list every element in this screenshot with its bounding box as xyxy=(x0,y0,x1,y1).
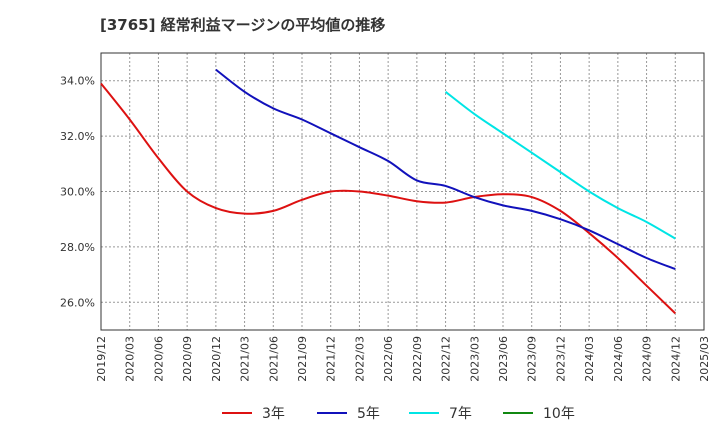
legend-label-2: 7年 xyxy=(449,406,472,422)
x-tick-label: 2023/09 xyxy=(526,336,539,382)
x-tick-label: 2024/03 xyxy=(583,336,596,382)
x-axis: 2019/12 2020/03 2020/06 2020/09 2020/12 2021/… xyxy=(95,336,711,382)
x-tick-label: 2022/03 xyxy=(353,336,366,382)
x-tick-label: 2021/09 xyxy=(296,336,309,382)
x-tick-label: 2023/03 xyxy=(468,336,481,382)
y-tick-label: 26.0% xyxy=(60,296,95,309)
legend-label-0: 3年 xyxy=(262,406,285,422)
y-tick-label: 34.0% xyxy=(60,75,95,88)
x-tick-label: 2020/12 xyxy=(210,336,223,382)
x-tick-label: 2021/03 xyxy=(239,336,252,382)
x-tick-label: 2021/06 xyxy=(267,336,280,382)
x-tick-label: 2025/03 xyxy=(698,336,711,382)
legend-label-3: 10年 xyxy=(543,406,575,422)
series-line-2 xyxy=(444,90,676,240)
grid xyxy=(101,53,704,330)
x-tick-label: 2019/12 xyxy=(95,336,108,382)
series-line-1 xyxy=(215,68,676,270)
x-tick-label: 2022/09 xyxy=(411,336,424,382)
x-tick-label: 2023/12 xyxy=(554,336,567,382)
legend-label-1: 5年 xyxy=(357,406,380,422)
x-tick-label: 2024/12 xyxy=(669,336,682,382)
legend: 3年 5年 7年 10年 xyxy=(222,406,575,422)
x-tick-label: 2020/06 xyxy=(152,336,165,382)
x-tick-label: 2020/09 xyxy=(181,336,194,382)
x-tick-label: 2020/03 xyxy=(124,336,137,382)
x-tick-label: 2022/12 xyxy=(440,336,453,382)
x-tick-label: 2024/06 xyxy=(612,336,625,382)
y-tick-label: 28.0% xyxy=(60,241,95,254)
y-axis: 26.0% 28.0% 30.0% 32.0% 34.0% xyxy=(60,75,95,310)
series-lines xyxy=(100,68,676,315)
x-tick-label: 2022/06 xyxy=(382,336,395,382)
plot-area xyxy=(100,52,705,331)
x-tick-label: 2024/09 xyxy=(641,336,654,382)
y-tick-label: 32.0% xyxy=(60,130,95,143)
y-tick-label: 30.0% xyxy=(60,186,95,199)
chart-title: [3765] 経常利益マージンの平均値の推移 xyxy=(100,16,386,34)
x-tick-label: 2023/06 xyxy=(497,336,510,382)
x-tick-label: 2021/12 xyxy=(325,336,338,382)
